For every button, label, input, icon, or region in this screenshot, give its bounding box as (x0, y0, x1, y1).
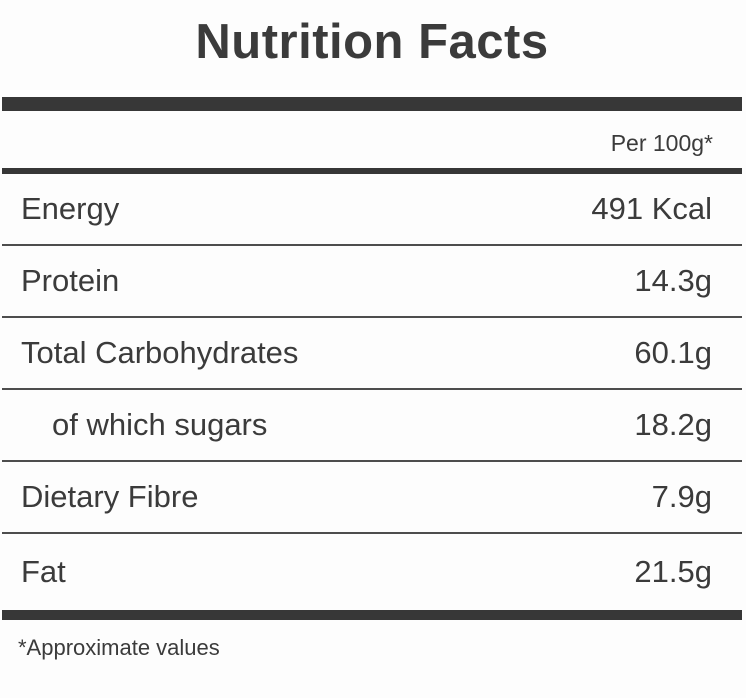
nutrition-table: Energy 491 Kcal Protein 14.3g Total Carb… (2, 174, 742, 610)
approximate-values-footnote: *Approximate values (18, 635, 220, 660)
per-100g-column-header: Per 100g* (610, 130, 713, 156)
table-row-total-carbohydrates: Total Carbohydrates 60.1g (2, 318, 742, 390)
nutrient-name: Protein (21, 263, 120, 298)
nutrient-value: 14.3g (634, 263, 712, 298)
nutrient-value: 60.1g (634, 335, 712, 370)
nutrient-value: 491 Kcal (591, 191, 712, 226)
header-separator-bar (2, 168, 742, 174)
nutrient-value: 7.9g (651, 479, 712, 514)
table-row-energy: Energy 491 Kcal (2, 174, 742, 246)
nutrient-name: Dietary Fibre (21, 479, 199, 514)
nutrient-name: Total Carbohydrates (21, 335, 299, 370)
table-row-protein: Protein 14.3g (2, 246, 742, 318)
column-header-row: Per 100g* (2, 111, 742, 168)
bottom-separator-bar (2, 610, 742, 620)
nutrient-name: Energy (21, 191, 120, 226)
label-title: Nutrition Facts (195, 15, 549, 69)
nutrition-facts-label: Nutrition Facts Per 100g* Energy 491 Kca… (2, 14, 742, 661)
table-row-fat: Fat 21.5g (2, 534, 742, 610)
nutrient-value: 21.5g (634, 554, 712, 589)
nutrient-value: 18.2g (634, 407, 712, 442)
table-row-dietary-fibre: Dietary Fibre 7.9g (2, 462, 742, 534)
table-row-of-which-sugars: of which sugars 18.2g (2, 390, 742, 462)
nutrient-name: of which sugars (52, 407, 268, 442)
top-separator-bar (2, 97, 742, 111)
nutrient-name: Fat (21, 554, 66, 589)
